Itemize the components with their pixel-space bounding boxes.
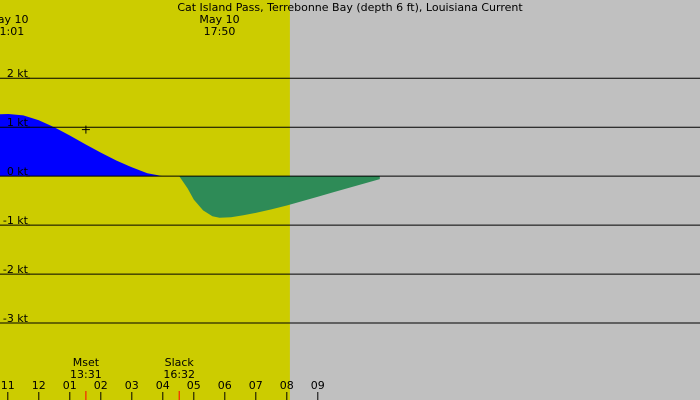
top-label-date: May 10 bbox=[0, 13, 29, 26]
hour-tick-label: 01 bbox=[63, 379, 77, 392]
current-curve bbox=[0, 114, 380, 218]
ebb-current-area bbox=[162, 176, 380, 218]
bottom-label-event: Slack bbox=[165, 356, 195, 369]
hour-axis: 1112010203040506070809101112010203040506… bbox=[1, 379, 325, 400]
hour-tick-label: 12 bbox=[32, 379, 46, 392]
y-tick-label: 0 kt bbox=[7, 165, 29, 178]
top-label-time: 17:50 bbox=[204, 25, 236, 38]
top-label-time: 11:01 bbox=[0, 25, 24, 38]
hour-tick-label: 08 bbox=[280, 379, 294, 392]
bottom-label-event: Mset bbox=[73, 356, 100, 369]
hour-tick-label: 06 bbox=[218, 379, 232, 392]
bottom-label-time: 13:31 bbox=[70, 368, 102, 381]
y-tick-label: 1 kt bbox=[7, 116, 29, 129]
bottom-label-time: 16:32 bbox=[163, 368, 195, 381]
hour-tick-label: 09 bbox=[311, 379, 325, 392]
hour-tick-label: 05 bbox=[187, 379, 201, 392]
y-tick-label: 2 kt bbox=[7, 67, 29, 80]
hour-tick-label: 11 bbox=[1, 379, 15, 392]
hour-tick-label: 02 bbox=[94, 379, 108, 392]
y-gridlines bbox=[0, 77, 700, 324]
top-label-date: May 10 bbox=[199, 13, 239, 26]
top-event-labels: May 0923:57May 1000:06May 1001:39May 101… bbox=[0, 13, 240, 38]
hour-tick-label: 07 bbox=[249, 379, 263, 392]
hour-tick-label: 04 bbox=[156, 379, 170, 392]
flood-current-area bbox=[0, 114, 180, 177]
y-tick-labels: 2 kt 1 kt 0 kt -1 kt -2 kt -3 kt bbox=[3, 67, 29, 325]
y-tick-label: -2 kt bbox=[3, 263, 29, 276]
hour-tick-label: 03 bbox=[125, 379, 139, 392]
y-tick-label: -1 kt bbox=[3, 214, 29, 227]
y-tick-label: -3 kt bbox=[3, 312, 29, 325]
chart-title: Cat Island Pass, Terrebonne Bay (depth 6… bbox=[177, 1, 523, 14]
event-markers bbox=[81, 125, 180, 400]
